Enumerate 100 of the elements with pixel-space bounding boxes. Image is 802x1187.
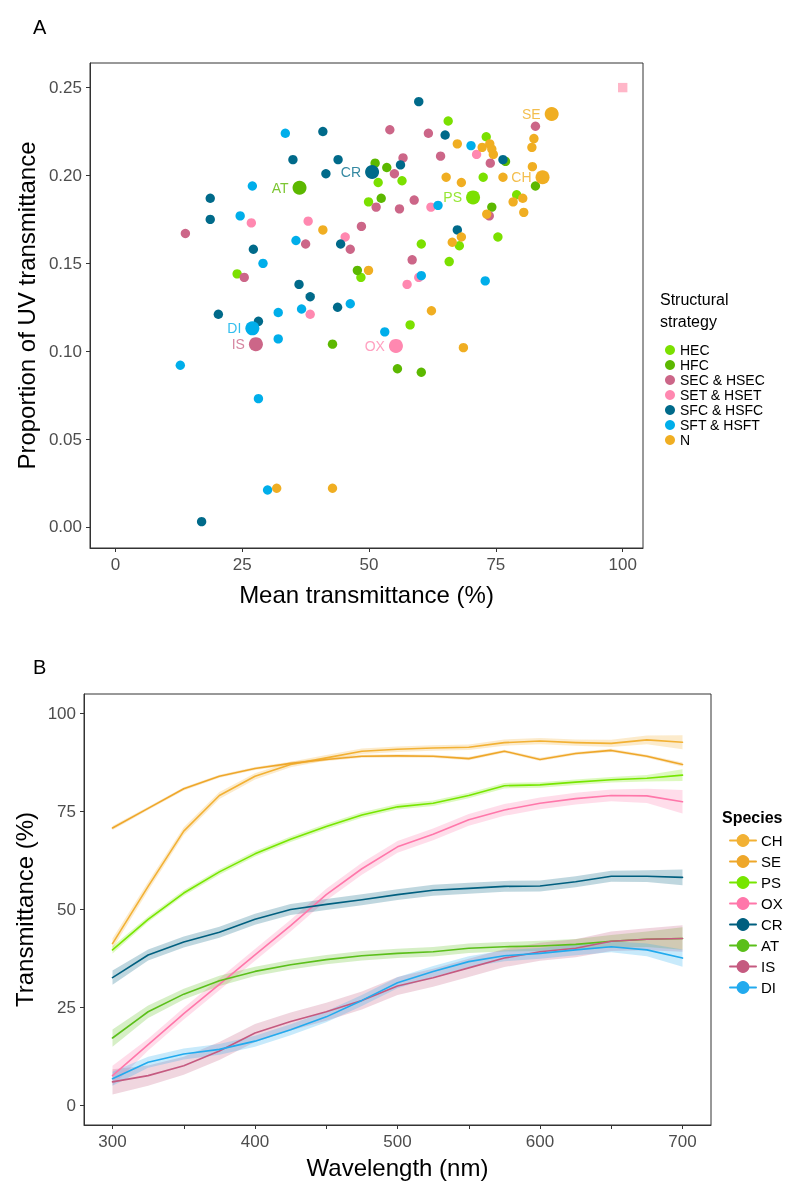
y-tick-label: 0.25	[48, 78, 82, 98]
point	[426, 306, 437, 316]
x-tick-label: 100	[608, 555, 637, 574]
y-tick-label: 0.05	[48, 429, 82, 449]
legend-label: OX	[761, 895, 783, 912]
point	[333, 154, 343, 165]
point	[481, 132, 491, 142]
point	[321, 169, 331, 179]
annotation: OX	[364, 337, 386, 354]
point	[303, 216, 313, 226]
point	[371, 202, 381, 212]
point	[340, 232, 350, 242]
legend-label: SEC & HSEC	[680, 372, 765, 388]
chart-title: A	[33, 16, 47, 38]
y-tick-label: 0.20	[48, 165, 82, 185]
point	[262, 485, 273, 495]
point	[246, 218, 257, 228]
point	[205, 214, 215, 225]
point	[487, 202, 497, 212]
point	[288, 154, 298, 165]
y-tick-label: 0.00	[48, 517, 82, 537]
point	[480, 276, 490, 286]
point	[296, 304, 307, 314]
point	[352, 265, 363, 276]
point	[382, 162, 392, 173]
point	[498, 172, 508, 182]
point	[327, 483, 338, 493]
legend-label: AT	[761, 937, 780, 954]
annotation: CH	[511, 169, 532, 186]
point	[405, 320, 415, 330]
point	[416, 367, 426, 377]
point	[466, 140, 476, 151]
point	[385, 125, 395, 135]
point	[443, 116, 453, 126]
point	[416, 239, 426, 249]
annotation: AT	[271, 179, 289, 196]
point	[273, 334, 283, 344]
point	[447, 237, 457, 247]
point	[305, 292, 315, 302]
point	[345, 299, 355, 309]
point	[518, 193, 528, 203]
annotation: SE	[521, 105, 541, 122]
point	[363, 265, 374, 276]
point	[493, 232, 503, 242]
point	[356, 272, 366, 283]
y-axis-title: Proportion of UV transmittance	[12, 141, 40, 470]
legend-label: CR	[761, 916, 783, 933]
legend-label: HEC	[680, 342, 710, 358]
point	[423, 128, 434, 138]
legend-label: SFC & HSFC	[680, 402, 764, 418]
point	[335, 239, 346, 249]
point	[232, 269, 242, 279]
point	[508, 197, 518, 207]
point	[273, 307, 283, 318]
point	[380, 327, 390, 337]
point	[485, 158, 495, 168]
point	[529, 133, 539, 144]
point	[397, 176, 407, 186]
point	[363, 197, 374, 207]
point	[530, 121, 541, 131]
point	[452, 225, 463, 235]
point	[530, 181, 541, 191]
y-tick-label: 0	[66, 1095, 76, 1115]
legend-title: Structural strategy	[660, 290, 733, 330]
legend-label: SFT & HSFT	[680, 417, 761, 433]
x-tick-label: 700	[668, 1132, 697, 1151]
point	[213, 309, 224, 319]
point	[395, 160, 406, 170]
point	[456, 232, 467, 242]
legend-label: HFC	[680, 357, 709, 373]
x-tick-label: 75	[486, 555, 506, 574]
point	[300, 239, 311, 249]
point	[441, 172, 451, 182]
point	[444, 256, 454, 267]
point	[180, 228, 191, 239]
legend-label: IS	[761, 958, 776, 975]
point	[389, 169, 400, 179]
point	[618, 82, 628, 93]
point	[332, 302, 343, 312]
legend-label: SET & HSET	[680, 387, 762, 403]
x-tick-label: 400	[240, 1132, 270, 1151]
point	[456, 177, 467, 188]
legend-title: Species	[722, 808, 783, 826]
point	[235, 211, 245, 221]
x-tick-label: 600	[525, 1132, 555, 1151]
x-tick-label: 0	[110, 555, 121, 574]
x-axis-title: Wavelength (nm)	[306, 1153, 489, 1181]
chart-title: B	[33, 656, 47, 678]
point	[272, 483, 282, 493]
y-axis-title: Transmittance (%)	[11, 811, 39, 1008]
x-tick-label: 300	[98, 1132, 127, 1151]
y-tick-label: 100	[47, 704, 76, 724]
point	[392, 364, 403, 374]
x-axis-title: Mean transmittance (%)	[239, 580, 494, 608]
point	[488, 149, 499, 160]
legend-label: SE	[761, 853, 782, 870]
point	[280, 128, 291, 138]
point	[478, 172, 488, 182]
point	[435, 151, 446, 161]
point	[294, 279, 304, 290]
